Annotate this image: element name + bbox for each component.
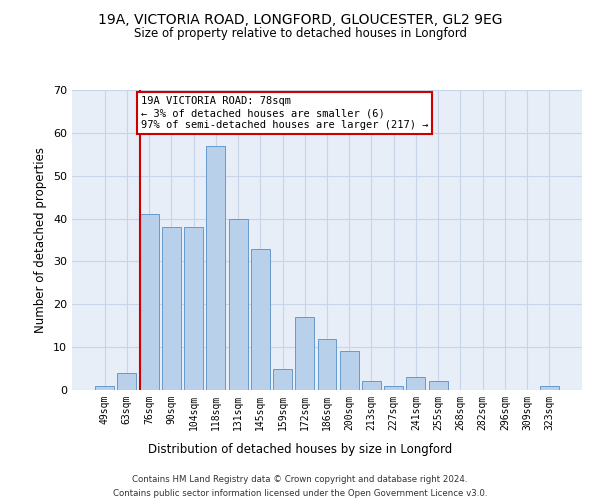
Y-axis label: Number of detached properties: Number of detached properties <box>34 147 47 333</box>
Text: Distribution of detached houses by size in Longford: Distribution of detached houses by size … <box>148 442 452 456</box>
Bar <box>406 377 425 390</box>
Bar <box>140 214 158 390</box>
Bar <box>95 386 114 390</box>
Bar <box>251 248 270 390</box>
Text: 19A, VICTORIA ROAD, LONGFORD, GLOUCESTER, GL2 9EG: 19A, VICTORIA ROAD, LONGFORD, GLOUCESTER… <box>98 12 502 26</box>
Bar <box>184 227 203 390</box>
Bar <box>162 227 181 390</box>
Bar <box>340 352 359 390</box>
Bar <box>295 317 314 390</box>
Text: Contains HM Land Registry data © Crown copyright and database right 2024.
Contai: Contains HM Land Registry data © Crown c… <box>113 476 487 498</box>
Bar <box>206 146 225 390</box>
Bar <box>384 386 403 390</box>
Bar <box>540 386 559 390</box>
Text: Size of property relative to detached houses in Longford: Size of property relative to detached ho… <box>133 28 467 40</box>
Bar <box>229 218 248 390</box>
Bar <box>317 338 337 390</box>
Bar <box>118 373 136 390</box>
Bar <box>429 382 448 390</box>
Text: 19A VICTORIA ROAD: 78sqm
← 3% of detached houses are smaller (6)
97% of semi-det: 19A VICTORIA ROAD: 78sqm ← 3% of detache… <box>141 96 428 130</box>
Bar <box>362 382 381 390</box>
Bar <box>273 368 292 390</box>
